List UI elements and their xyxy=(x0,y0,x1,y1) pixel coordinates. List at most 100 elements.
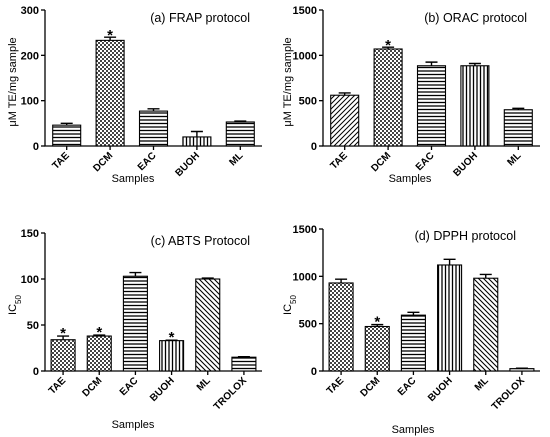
y-tick-label: 0 xyxy=(311,141,317,153)
error-bar xyxy=(443,258,456,265)
y-axis-label: IC50 xyxy=(282,295,298,315)
chart-panel-1: 0 500 1000 1500 TAE * DCM EAC BUOH ML (b) ORAC pro… xyxy=(282,5,540,185)
x-tick-label: EAC xyxy=(136,150,159,173)
x-tick-label: BUOH xyxy=(426,375,455,404)
x-tick-label: TROLOX xyxy=(490,375,527,412)
error-bar xyxy=(479,273,492,279)
x-tick-label: BUOH xyxy=(173,150,202,179)
x-tick-label: TAE xyxy=(50,150,72,172)
y-tick-label: 200 xyxy=(21,50,39,62)
y-tick-label: 0 xyxy=(33,141,39,153)
bar-eac xyxy=(400,314,426,372)
y-tick-label: 150 xyxy=(21,228,39,240)
y-axis-label: IC50 xyxy=(7,295,23,315)
x-tick-label: DCM xyxy=(369,150,393,174)
bar-dcm xyxy=(95,39,125,147)
y-tick-label: 1000 xyxy=(293,271,317,283)
significance-star: * xyxy=(374,314,380,331)
y-tick-label: 100 xyxy=(21,274,39,286)
y-tick-label: 1500 xyxy=(293,5,317,17)
x-tick-label: DCM xyxy=(80,375,104,399)
bar-ml xyxy=(503,109,533,147)
bar-ml xyxy=(473,277,499,372)
error-bar xyxy=(93,334,106,337)
chart-title: (c) ABTS Protocol xyxy=(151,234,250,248)
x-tick-label: ML xyxy=(195,375,213,393)
y-tick-label: 1500 xyxy=(293,224,317,236)
bar-eac xyxy=(138,110,169,147)
x-tick-label: TAE xyxy=(328,150,350,172)
y-axis-label: μM TE/mg sample xyxy=(7,37,19,126)
error-bar xyxy=(468,62,481,66)
bar-buoh xyxy=(437,264,463,372)
x-tick-label: DCM xyxy=(91,150,115,174)
error-bar xyxy=(129,271,142,277)
axes xyxy=(44,233,262,372)
error-bar xyxy=(234,120,247,122)
bar-eac xyxy=(416,65,447,147)
error-bar xyxy=(371,323,384,327)
error-bar xyxy=(57,335,70,340)
significance-star: * xyxy=(169,329,175,346)
y-tick-label: 500 xyxy=(299,319,317,331)
chart-title: (d) DPPH protocol xyxy=(415,229,516,243)
error-bar xyxy=(190,130,203,137)
bar-tae xyxy=(52,124,82,147)
x-tick-label: ML xyxy=(473,375,491,393)
bar-ml xyxy=(195,278,221,372)
x-tick-label: TAE xyxy=(47,375,69,397)
x-tick-label: TROLOX xyxy=(212,375,249,412)
y-tick-label: 50 xyxy=(27,320,39,332)
x-tick-label: DCM xyxy=(358,375,382,399)
error-bar xyxy=(407,311,420,316)
y-tick-label: 500 xyxy=(299,96,317,108)
error-bar xyxy=(201,277,214,279)
bar-buoh xyxy=(182,136,212,147)
x-tick-label: ML xyxy=(505,150,523,168)
error-bar xyxy=(147,108,160,112)
chart-title: (a) FRAP protocol xyxy=(150,11,250,25)
significance-star: * xyxy=(385,37,391,54)
bar-trolox xyxy=(231,356,257,372)
x-tick-label: ML xyxy=(227,150,245,168)
bar-trolox xyxy=(509,368,535,372)
error-bar xyxy=(104,36,117,41)
x-axis-label: Samples xyxy=(112,173,155,185)
x-tick-label: EAC xyxy=(396,375,419,398)
y-tick-label: 0 xyxy=(33,366,39,378)
x-tick-label: BUOH xyxy=(451,150,480,179)
error-bar xyxy=(425,61,438,66)
x-tick-label: TAE xyxy=(325,375,347,397)
y-tick-label: 100 xyxy=(21,96,39,108)
bar-dcm xyxy=(373,48,403,147)
error-bar xyxy=(338,92,351,96)
significance-star: * xyxy=(60,325,66,342)
bar-buoh xyxy=(159,340,185,372)
y-axis-label: μM TE/mg sample xyxy=(282,37,294,126)
x-axis-label: Samples xyxy=(392,424,435,436)
chart-panel-0: 0 100 200 300 TAE * DCM EAC BUOH ML (a) FRAP proto… xyxy=(7,5,262,185)
bar-tae xyxy=(50,339,76,372)
bar-tae xyxy=(328,282,354,372)
error-bar xyxy=(512,107,525,110)
bar-buoh xyxy=(460,65,490,147)
x-axis-label: Samples xyxy=(389,173,432,185)
bar-tae xyxy=(330,94,360,147)
y-tick-label: 1000 xyxy=(293,50,317,62)
bar-ml xyxy=(225,121,255,147)
error-bar xyxy=(335,278,348,283)
y-tick-label: 0 xyxy=(311,366,317,378)
bar-eac xyxy=(122,275,148,372)
x-tick-label: EAC xyxy=(414,150,437,173)
y-tick-label: 300 xyxy=(21,5,39,17)
x-axis-label: Samples xyxy=(112,419,155,431)
error-bar xyxy=(60,122,73,126)
chart-title: (b) ORAC protocol xyxy=(424,11,527,25)
significance-star: * xyxy=(107,27,113,44)
significance-star: * xyxy=(96,324,102,341)
error-bar xyxy=(382,46,395,49)
bar-dcm xyxy=(86,335,112,372)
